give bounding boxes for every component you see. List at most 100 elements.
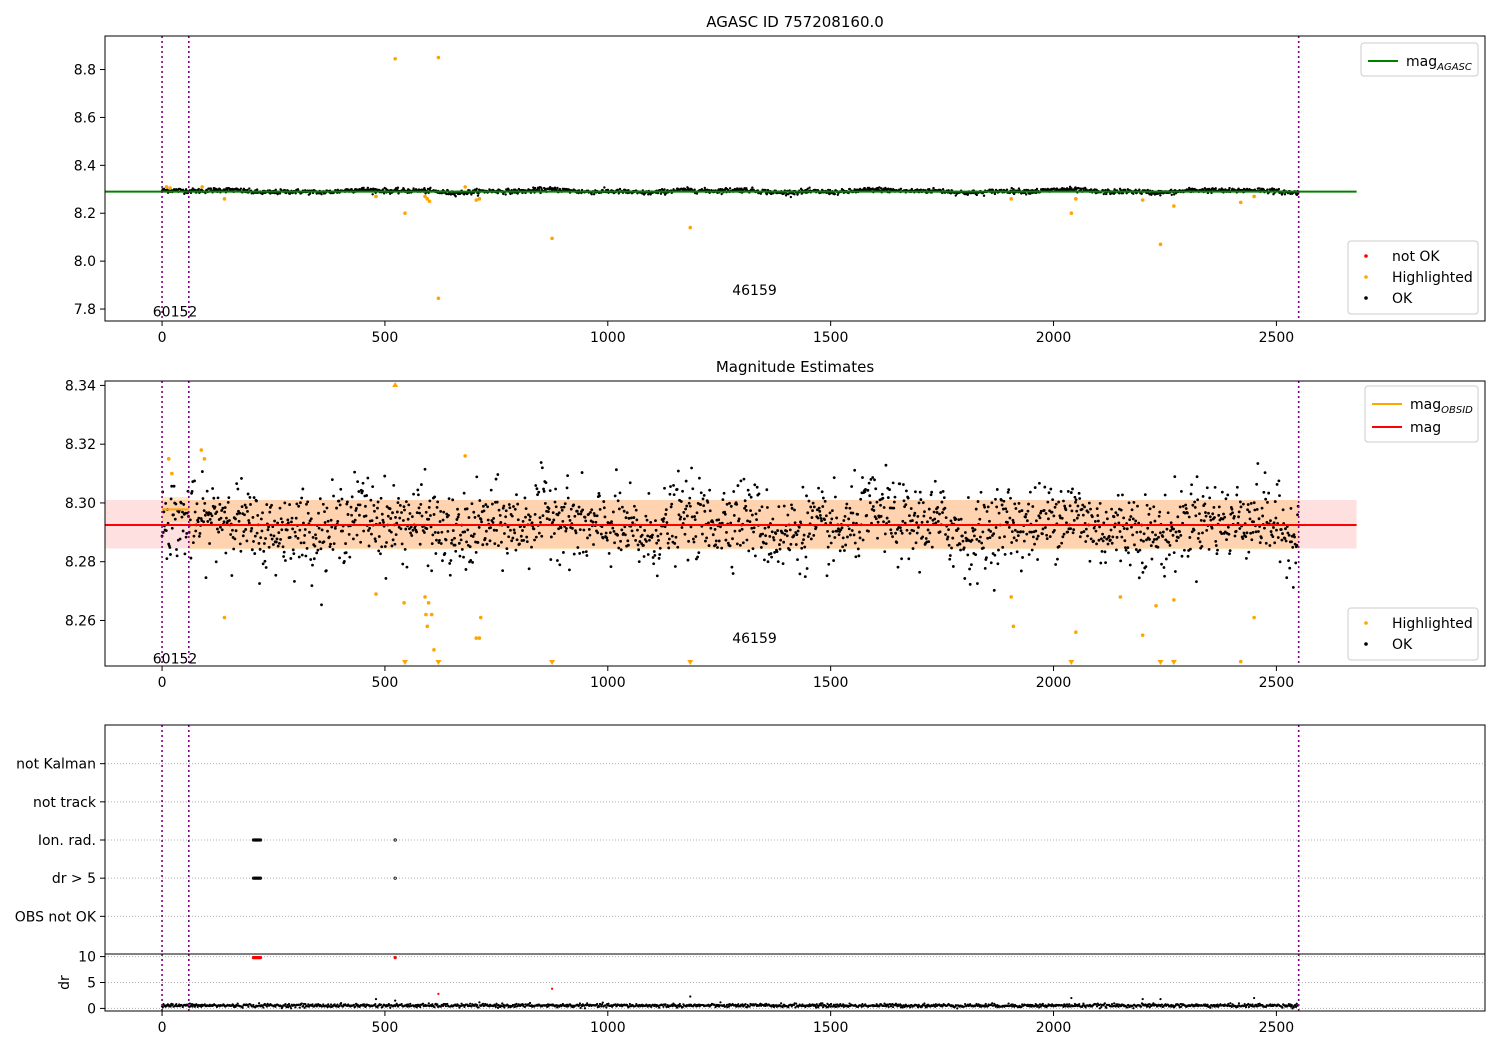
mag-ok-point (917, 526, 920, 529)
mag-ok-point (688, 504, 692, 508)
mag-ok-point (1070, 509, 1074, 513)
mag-ok-point (1260, 506, 1264, 510)
mag-ok-point (442, 510, 446, 514)
mag-ok-point (848, 506, 852, 510)
mag-ok-point (568, 568, 571, 572)
mag-ok-point (970, 538, 974, 542)
mag-ok-point (247, 521, 251, 525)
mag-ok-point (1073, 495, 1077, 499)
mag-ok-point (229, 533, 233, 536)
mag-ok-point (276, 544, 280, 548)
mag-ok-point (668, 492, 672, 496)
mag-ok-point (1078, 535, 1082, 539)
mag-ok-point (667, 546, 671, 550)
mag-ok-point (1005, 510, 1009, 514)
dr-ok-point (522, 1003, 525, 1006)
mag-ok-point (792, 534, 796, 537)
mag-ok-point (1104, 561, 1107, 565)
mag-ok-point (472, 510, 476, 514)
dr-ok-point (289, 1005, 292, 1008)
mag-ok-point (495, 500, 499, 504)
mag-ok-point (1034, 519, 1038, 523)
mag-ok-point (918, 490, 922, 494)
mag-ok-point (1019, 530, 1023, 534)
mag-ok-point (206, 520, 210, 523)
mag-ok-point (698, 476, 701, 480)
mag-ok-point (1292, 533, 1296, 537)
dr-ok-point (583, 1007, 587, 1010)
agasc-ok-point (1041, 187, 1045, 191)
mag-ok-point (994, 497, 997, 501)
mag-ok-point (499, 520, 503, 524)
agasc-ok-point (1271, 187, 1274, 190)
mag-clipped-low-marker (549, 660, 556, 665)
mag-ok-point (1077, 513, 1080, 517)
agasc-ok-point (728, 187, 732, 190)
mag-ok-point (1256, 462, 1260, 465)
mag-ok-point (528, 518, 532, 522)
mag-ok-point (623, 525, 627, 529)
mag-ok-point (231, 528, 234, 532)
mag-ok-point (1237, 510, 1241, 514)
mag-ok-point (195, 502, 199, 506)
mag-ok-point (407, 503, 411, 507)
mag-ok-point (1190, 483, 1194, 487)
mag-ok-point (1037, 481, 1041, 485)
mag-ok-point (918, 570, 922, 574)
mag-ok-point (971, 529, 975, 533)
mag-ok-point (651, 533, 654, 537)
mag-ok-point (1087, 501, 1091, 505)
mag-ok-point (844, 543, 848, 547)
mag-ok-point (484, 503, 488, 506)
mag-ok-point (382, 521, 385, 524)
mag-ok-point (219, 516, 223, 520)
mag-ok-point (1072, 528, 1076, 532)
mag-ok-point (881, 496, 885, 500)
mag-ok-point (613, 494, 617, 498)
dr-ok-point (741, 1003, 744, 1006)
mag-ok-point (809, 537, 813, 541)
mag-ok-point (1131, 517, 1135, 521)
mag-ok-point (255, 499, 258, 503)
dr-ok-point (162, 1003, 165, 1006)
agasc-legend-point-swatch (1364, 275, 1368, 279)
mag-ok-point (863, 490, 867, 494)
mag-clipped-low-marker (1157, 660, 1164, 665)
mag-ok-point (1148, 538, 1151, 541)
dr-ok-point (787, 1006, 790, 1009)
mag-ok-point (521, 529, 524, 532)
mag-x-tick-label: 0 (158, 675, 167, 691)
agasc-ok-point (1159, 194, 1162, 197)
mag-ok-point (1047, 517, 1050, 521)
mag-ok-point (436, 531, 440, 535)
dr-ok-point (878, 1005, 881, 1008)
mag-ok-point (501, 506, 505, 510)
mag-ok-point (502, 504, 506, 508)
agasc-ok-point (1211, 187, 1214, 190)
mag-ok-point (993, 553, 997, 557)
mag-ok-point (284, 559, 287, 562)
mag-ok-point (812, 533, 816, 537)
mag-ok-point (1031, 505, 1035, 508)
dr-ok-point (294, 1006, 297, 1009)
mag-ok-point (1065, 521, 1068, 525)
mag-ok-point (1122, 516, 1126, 520)
mag-ok-point (510, 539, 514, 543)
mag-ok-point (247, 519, 251, 522)
agasc-ok-point (899, 187, 903, 191)
mag-ok-point (1042, 508, 1046, 512)
mag-ok-point (323, 510, 326, 514)
mag-ok-point (1199, 519, 1203, 522)
mag-ok-point (702, 493, 706, 497)
mag-ok-point (394, 533, 398, 537)
mag-ok-point (314, 533, 317, 537)
mag-ok-point (293, 530, 297, 534)
mag-ok-point (612, 529, 616, 533)
mag-ok-point (957, 518, 961, 522)
mag-ok-point (670, 534, 674, 538)
mag-ok-point (620, 528, 624, 532)
mag-ok-point (1250, 538, 1254, 542)
mag-ok-point (255, 531, 259, 535)
mag-ok-point (735, 542, 739, 546)
mag-ok-point (617, 546, 621, 550)
